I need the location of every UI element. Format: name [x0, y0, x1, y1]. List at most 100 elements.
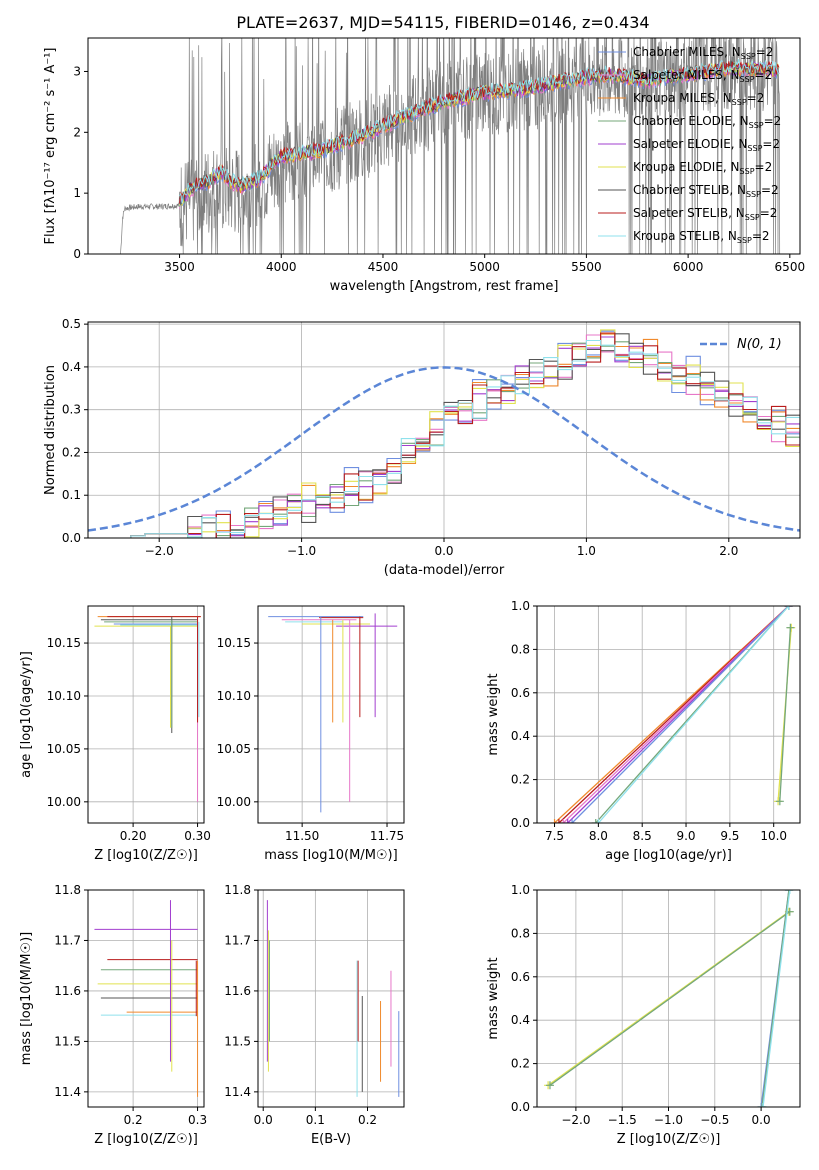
x-tick-label: 11.50: [285, 829, 319, 843]
legend-label-3: Kroupa MILES, NSSP=2: [633, 91, 764, 107]
x-tick-label: 6500: [775, 260, 806, 274]
plot-area-spectrum: [120, 38, 781, 254]
y-tick-label: 10.15: [217, 636, 251, 650]
cumulative-marker: [545, 1081, 554, 1090]
y-tick-label: 2: [73, 125, 81, 139]
figure-title: PLATE=2637, MJD=54115, FIBERID=0146, z=0…: [236, 13, 649, 32]
panel-massweight-vs-Z: −2.0 −1.5 −1.0 −0.5 0.0 0.0 0.2 0.4 0.6 0.8 1.0 Z […: [486, 883, 801, 1147]
y-tick-label: 0.6: [511, 686, 530, 700]
legend-label-5: Salpeter ELODIE, NSSP=2: [633, 137, 780, 153]
panel-age-vs-Z: 0.20 0.30 10.00 10.05 10.10 10.15 Z [log10(Z/Z…: [19, 605, 211, 863]
legend-label-1: Chabrier MILES, NSSP=2: [633, 45, 773, 61]
cumulative-line-5: [762, 890, 791, 1107]
y-tick-label: 0.4: [511, 1013, 530, 1027]
axes-frame: [87, 37, 801, 255]
x-tick-label: 5000: [469, 260, 500, 274]
y-tick-label: 0.8: [511, 926, 530, 940]
y-tick-label: 1.0: [511, 883, 530, 897]
x-tick-label: 0.2: [124, 1113, 143, 1127]
plot-area-age-vs-mass: [258, 606, 404, 823]
x-tick-label: −1.0: [287, 544, 316, 558]
y-tick-label: 11.7: [224, 933, 251, 947]
x-tick-label: 9.0: [676, 829, 695, 843]
y-tick-label: 11.8: [224, 883, 251, 897]
y-tick-label: 11.6: [54, 984, 81, 998]
plot-area-age-vs-Z: [88, 606, 204, 823]
plot-area-massweight-vs-Z: [537, 890, 800, 1107]
x-tick-label: 9.5: [720, 829, 739, 843]
x-tick-label: 5500: [571, 260, 602, 274]
x-tick-label: 4000: [266, 260, 297, 274]
axes-frame: [257, 605, 405, 824]
x-tick-label: −1.5: [608, 1113, 637, 1127]
y-tick-label: 0.0: [62, 531, 81, 545]
y-tick-label: 0.5: [62, 317, 81, 331]
x-tick-label: 0.20: [120, 829, 147, 843]
cumulative-marker: [758, 1103, 767, 1107]
x-tick-label: −0.5: [700, 1113, 729, 1127]
y-tick-label: 11.5: [224, 1034, 251, 1048]
x-tick-label: 0.1: [306, 1113, 325, 1127]
x-axis-label: wavelength [Angstrom, rest frame]: [330, 279, 559, 294]
cumulative-marker: [563, 819, 572, 823]
cumulative-marker: [785, 890, 794, 894]
x-tick-label: 0.0: [254, 1113, 273, 1127]
x-axis-label: Z [log10(Z/Z☉)]: [617, 1132, 721, 1147]
y-tick-label: 0: [73, 247, 81, 261]
x-tick-label: 0.30: [184, 829, 211, 843]
axes-frame: [536, 605, 801, 824]
x-tick-label: 0.3: [188, 1113, 207, 1127]
normal-curve-line: [88, 366, 800, 532]
y-tick-label: 0.2: [62, 445, 81, 459]
y-tick-label: 11.6: [224, 984, 251, 998]
y-tick-label: 11.5: [54, 1034, 81, 1048]
axes-frame: [87, 605, 205, 824]
cumulative-marker: [786, 623, 795, 632]
panel-massweight-vs-age: 7.5 8.0 8.5 9.0 9.5 10.0 0.0 0.2 0.4 0.6 0.8 1.0 age…: [486, 599, 801, 863]
cumulative-line-2: [549, 911, 791, 1086]
plot-area-massweight-vs-age: [537, 606, 800, 823]
x-axis-label: E(B-V): [311, 1132, 351, 1147]
cumulative-marker: [591, 819, 600, 823]
y-tick-label: 11.4: [224, 1085, 251, 1099]
y-tick-label: 0.4: [62, 360, 81, 374]
cumulative-marker: [568, 819, 577, 823]
x-axis-label: (data-model)/error: [384, 563, 505, 578]
cumulative-marker: [784, 606, 793, 610]
y-tick-label: 10.05: [47, 742, 81, 756]
panel-mass-vs-Z: 0.2 0.3 11.4 11.5 11.6 11.7 11.8 Z [log10(Z/Z☉)…: [19, 883, 207, 1147]
y-tick-label: 11.7: [54, 933, 81, 947]
cumulative-marker: [594, 819, 603, 823]
x-tick-label: −1.0: [654, 1113, 683, 1127]
cumulative-line-4: [761, 890, 790, 1107]
legend-label-8: Salpeter STELIB, NSSP=2: [633, 206, 777, 222]
axes-frame: [257, 889, 405, 1108]
x-tick-label: 0.0: [752, 1113, 771, 1127]
cumulative-marker: [554, 819, 563, 823]
y-axis-label: Normed distribution: [43, 365, 58, 495]
x-axis-label: Z [log10(Z/Z☉)]: [94, 1132, 198, 1147]
cumulative-line-7: [597, 606, 790, 823]
panel-spectrum: Chabrier MILES, NSSP=2 Salpeter MILES, NS…: [43, 37, 806, 294]
x-tick-label: 3500: [164, 260, 195, 274]
cumulative-marker: [775, 797, 784, 806]
y-tick-label: 0.0: [511, 816, 530, 830]
data-spectrum-line: [120, 38, 781, 254]
x-tick-label: 6000: [673, 260, 704, 274]
y-tick-label: 0.8: [511, 642, 530, 656]
x-tick-label: 7.5: [545, 829, 564, 843]
plot-area-mass-vs-Z: [88, 890, 204, 1107]
y-tick-label: 10.15: [47, 636, 81, 650]
x-tick-label: 8.0: [589, 829, 608, 843]
axes-frame: [87, 889, 205, 1108]
x-tick-label: −2.0: [145, 544, 174, 558]
cumulative-marker: [758, 1103, 767, 1107]
model-spectrum-line-9: [179, 59, 780, 204]
legend-normal-label: N(0, 1): [737, 337, 782, 352]
residual-histogram-6: [88, 329, 800, 538]
legend-label-4: Chabrier ELODIE, NSSP=2: [633, 114, 781, 130]
legend-label-2: Salpeter MILES, NSSP=2: [633, 68, 772, 84]
plot-area-mass-vs-EBV: [258, 890, 404, 1107]
